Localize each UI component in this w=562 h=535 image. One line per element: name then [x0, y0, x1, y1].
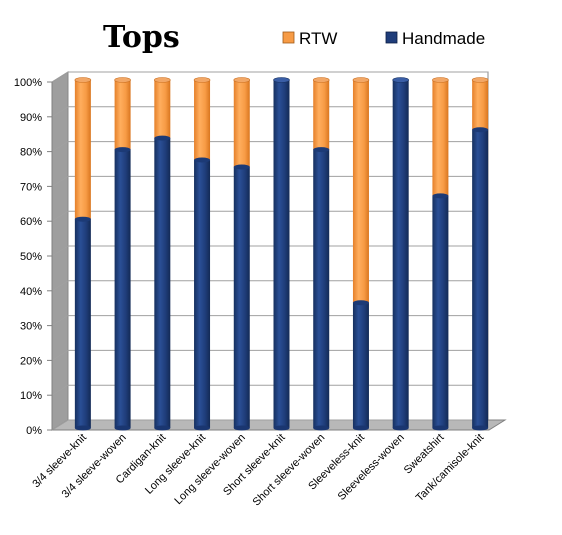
- x-category-label: Long sleeve-woven: [172, 432, 248, 508]
- bar-handmade: [472, 129, 489, 428]
- bars: [74, 77, 489, 431]
- bar-top-cap: [312, 77, 330, 83]
- y-tick-label: 60%: [20, 216, 42, 228]
- legend: RTW Handmade: [282, 29, 485, 48]
- y-tick-label: 70%: [20, 181, 42, 193]
- y-tick-label: 20%: [20, 355, 42, 367]
- bar-rtw: [352, 80, 369, 303]
- bar-4: [233, 77, 251, 431]
- y-tick-label: 80%: [20, 147, 42, 159]
- y-tick-label: 90%: [20, 112, 42, 124]
- gridline-side: [51, 384, 69, 396]
- y-tick-label: 40%: [20, 286, 42, 298]
- gridline-side: [51, 71, 69, 83]
- bar-rtw: [432, 80, 449, 196]
- bar-base: [74, 425, 91, 431]
- x-category-label: Tank/camisole-knit: [414, 432, 486, 504]
- bar-top-cap: [74, 77, 92, 83]
- bar-top-cap: [273, 77, 290, 83]
- bar-top-cap: [114, 77, 131, 83]
- bar-rtw: [233, 80, 250, 167]
- bar-rtw: [472, 80, 489, 130]
- bar-6: [312, 77, 330, 431]
- bar-base: [194, 425, 211, 431]
- bar-segment-join: [352, 300, 369, 306]
- bar-base: [432, 425, 449, 431]
- bar-8: [392, 77, 409, 431]
- bar-base: [472, 425, 489, 431]
- bar-handmade: [392, 80, 409, 428]
- bar-handmade: [194, 160, 211, 429]
- y-tick-label: 10%: [20, 390, 42, 402]
- bar-handmade: [74, 219, 91, 428]
- bar-10: [471, 77, 489, 431]
- gridline-side: [51, 141, 69, 153]
- bar-top-cap: [471, 77, 489, 83]
- bar-1: [114, 77, 131, 431]
- bar-base: [392, 425, 409, 431]
- bar-base: [154, 425, 171, 431]
- gridline-side: [51, 315, 69, 327]
- bar-base: [114, 425, 131, 431]
- bar-rtw: [74, 80, 91, 220]
- bar-base: [313, 425, 330, 431]
- y-tick-label: 50%: [20, 251, 42, 263]
- bar-handmade: [233, 167, 250, 428]
- chart-title: Tops: [103, 20, 180, 55]
- bar-handmade: [114, 149, 131, 428]
- x-category-label: Short sleeve-woven: [251, 432, 328, 509]
- y-tick-label: 30%: [20, 321, 42, 333]
- bar-handmade: [432, 195, 449, 428]
- bar-rtw: [313, 80, 330, 150]
- gridline-side: [51, 175, 69, 187]
- legend-swatch-handmade: [385, 31, 398, 44]
- bar-top-cap: [352, 77, 370, 83]
- bar-base: [233, 425, 250, 431]
- gridline-side: [51, 210, 69, 222]
- bar-segment-join: [472, 127, 489, 133]
- legend-label-handmade: Handmade: [402, 29, 485, 48]
- bar-rtw: [154, 80, 171, 139]
- bar-2: [154, 77, 171, 431]
- bar-segment-join: [233, 164, 250, 170]
- bar-top-cap: [154, 77, 171, 83]
- bar-handmade: [154, 138, 171, 428]
- legend-label-rtw: RTW: [299, 29, 337, 48]
- bar-rtw: [114, 80, 131, 150]
- bar-rtw: [194, 80, 211, 161]
- y-tick-label: 0%: [26, 425, 42, 437]
- bar-segment-join: [154, 135, 171, 141]
- gridline-side: [51, 280, 69, 292]
- bar-handmade: [352, 302, 369, 428]
- bar-3: [193, 77, 211, 431]
- bar-segment-join: [114, 147, 131, 153]
- bar-base: [352, 425, 369, 431]
- y-axis-ticks: 0% 10% 20% 30% 40% 50% 60% 70% 80% 90% 100%: [14, 77, 52, 437]
- bar-top-cap: [432, 77, 449, 83]
- bar-top-cap: [392, 77, 409, 83]
- y-tick-label: 100%: [14, 77, 42, 89]
- bar-0: [74, 77, 92, 431]
- bar-handmade: [273, 80, 290, 428]
- gridline-side: [51, 245, 69, 257]
- bar-segment-join: [432, 193, 449, 199]
- bar-top-cap: [233, 77, 251, 83]
- legend-swatch-rtw: [282, 31, 295, 44]
- gridline-side: [51, 419, 69, 431]
- gridline-side: [51, 349, 69, 361]
- bar-5: [273, 77, 290, 431]
- bar-top-cap: [193, 77, 211, 83]
- gridline-side: [51, 106, 69, 118]
- bar-segment-join: [313, 147, 330, 153]
- bar-handmade: [313, 149, 330, 428]
- x-category-label: Sleeveless-woven: [336, 432, 407, 503]
- bar-base: [273, 425, 290, 431]
- bar-segment-join: [74, 216, 91, 222]
- bar-segment-join: [194, 157, 211, 163]
- bar-9: [432, 77, 449, 431]
- bar-7: [352, 77, 370, 431]
